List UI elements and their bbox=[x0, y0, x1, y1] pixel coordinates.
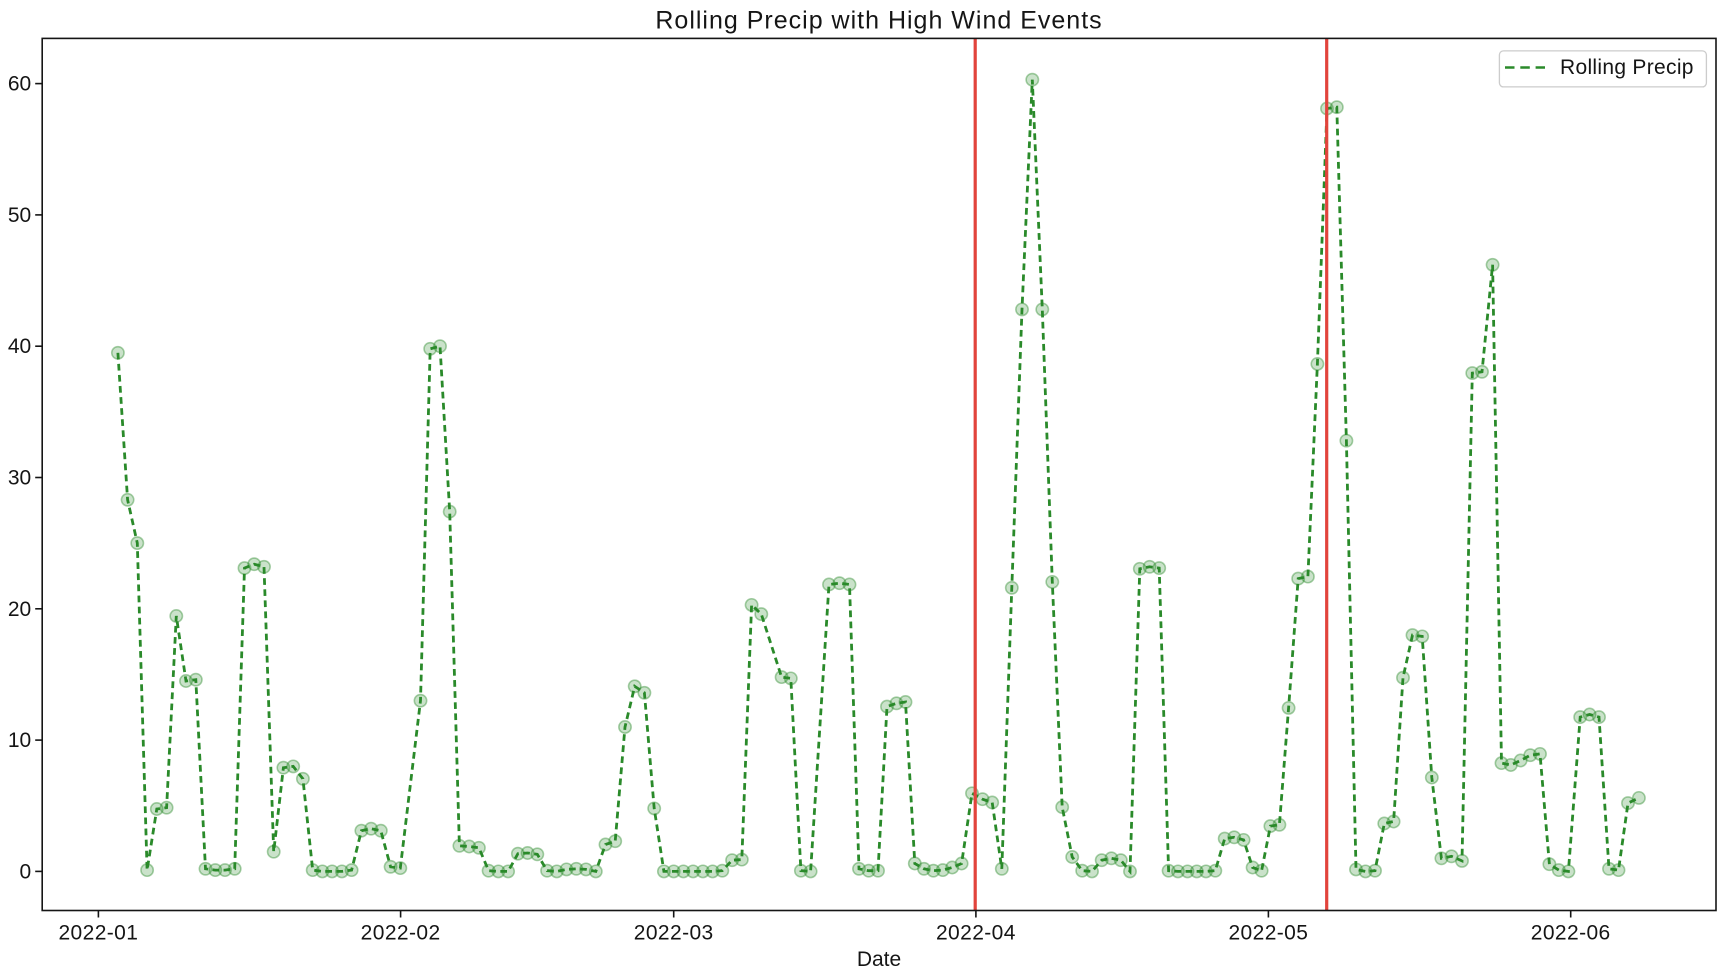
svg-text:2022-02: 2022-02 bbox=[361, 922, 441, 945]
svg-text:2022-04: 2022-04 bbox=[936, 922, 1016, 945]
svg-text:2022-03: 2022-03 bbox=[634, 922, 714, 945]
svg-text:50: 50 bbox=[8, 204, 31, 227]
svg-text:10: 10 bbox=[8, 729, 31, 752]
svg-text:Rolling Precip: Rolling Precip bbox=[1560, 56, 1694, 79]
svg-text:Rolling Precip with High Wind: Rolling Precip with High Wind Events bbox=[655, 7, 1102, 35]
svg-text:60: 60 bbox=[8, 73, 31, 96]
svg-text:2022-06: 2022-06 bbox=[1531, 922, 1611, 945]
svg-text:Date: Date bbox=[857, 948, 901, 971]
svg-text:30: 30 bbox=[8, 467, 31, 490]
svg-text:20: 20 bbox=[8, 598, 31, 621]
svg-text:0: 0 bbox=[20, 860, 32, 883]
svg-text:2022-05: 2022-05 bbox=[1228, 922, 1308, 945]
svg-text:2022-01: 2022-01 bbox=[58, 922, 138, 945]
svg-text:40: 40 bbox=[8, 335, 31, 358]
